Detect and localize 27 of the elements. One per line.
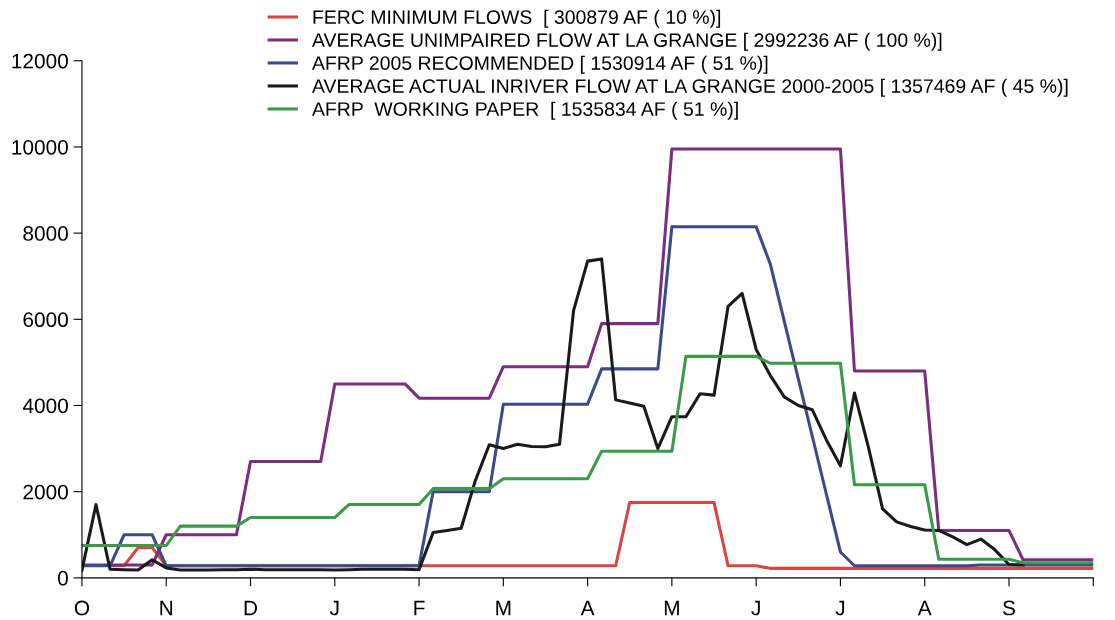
y-tick-label: 6000 (23, 312, 68, 328)
x-tick-label: D (244, 600, 258, 616)
legend-label: AVERAGE ACTUAL INRIVER FLOW AT LA GRANGE 2000-2005 [ 1357469 AF ( 45 %)] (312, 78, 1068, 97)
x-tick-label: A (917, 600, 932, 616)
legend-label: FERC MINIMUM FLOWS [ 300879 AF ( 10 %)] (313, 9, 721, 28)
line-series (81, 225, 1094, 568)
x-tick-label: S (1002, 600, 1015, 616)
x-tick-label: M (496, 600, 511, 616)
x-tick-label: A (580, 600, 595, 616)
legend-label: AFRP 2005 RECOMMENDED [ 1530914 AF ( 51 %)] (312, 55, 768, 74)
y-tick-label: 4000 (22, 398, 68, 414)
y-tick-label: 10000 (12, 139, 68, 155)
x-tick-label: J (329, 600, 339, 616)
x-tick-label: F (414, 600, 425, 616)
x-tick-label: M (664, 600, 679, 616)
line-series (81, 257, 1025, 572)
line-series (81, 354, 1094, 565)
y-tick-label: 0 (57, 570, 68, 586)
y-tick-label: 12000 (12, 53, 68, 69)
y-tick-label: 8000 (23, 226, 68, 241)
x-tick-label: N (160, 600, 173, 616)
x-tick-label: O (74, 600, 90, 616)
x-tick-label: J (751, 600, 760, 616)
y-tick-label: 2000 (23, 484, 68, 500)
x-tick-label: J (835, 600, 845, 616)
legend-label: AVERAGE UNIMPAIRED FLOW AT LA GRANGE [ 2992236 AF ( 100 %)] (312, 32, 942, 51)
legend-label: AFRP WORKING PAPER [ 1535834 AF ( 51 %)] (312, 101, 738, 120)
